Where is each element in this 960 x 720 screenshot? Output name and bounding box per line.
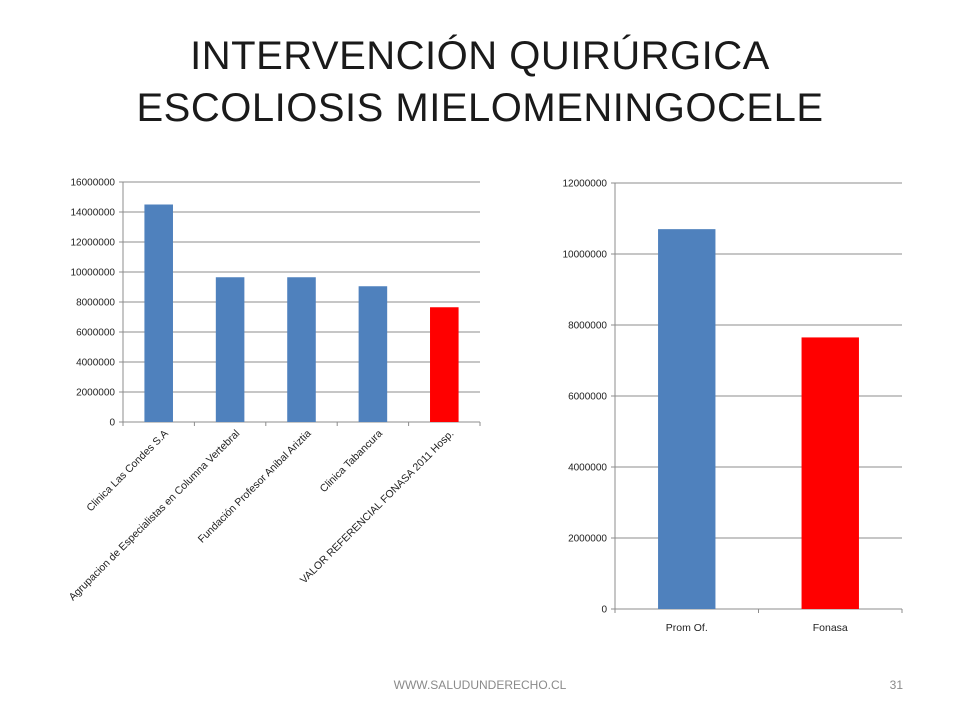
x-category-label: Prom Of. xyxy=(666,622,708,634)
y-tick-label: 10000000 xyxy=(71,268,116,279)
x-category-label: Clinica Las Condes S.A xyxy=(84,428,170,514)
y-tick-label: 8000000 xyxy=(568,321,607,332)
y-tick-label: 0 xyxy=(601,605,607,616)
y-tick-label: 14000000 xyxy=(71,208,116,219)
bar xyxy=(215,277,245,422)
footer-url: WWW.SALUDUNDERECHO.CL xyxy=(393,678,567,692)
x-category-label: Clinica Tabancura xyxy=(318,428,385,495)
right-bar-chart: 0 2000000 4000000 6000000 8000000 10000000 120… xyxy=(563,179,903,634)
y-tick-label: 2000000 xyxy=(568,534,607,545)
x-category-label: Agrupacion de Especialistas en Columna V… xyxy=(67,428,243,604)
x-category-label: VALOR REFERENCIAL FONASA 2011 Hosp. xyxy=(298,428,457,587)
bar xyxy=(801,337,859,609)
left-bar-chart: 0 2000000 4000000 6000000 8000000 10000000 120… xyxy=(67,178,481,604)
bar xyxy=(358,286,388,422)
y-tick-label: 4000000 xyxy=(76,358,115,369)
y-tick-label: 12000000 xyxy=(71,238,116,249)
y-tick-label: 8000000 xyxy=(76,298,115,309)
y-tick-label: 16000000 xyxy=(71,178,116,189)
title-line-1: INTERVENCIÓN QUIRÚRGICA xyxy=(190,34,770,78)
y-tick-label: 6000000 xyxy=(76,328,115,339)
y-tick-label: 10000000 xyxy=(563,250,608,261)
y-tick-label: 2000000 xyxy=(76,388,115,399)
bar xyxy=(287,277,316,422)
y-tick-label: 6000000 xyxy=(568,392,607,403)
y-tick-label: 0 xyxy=(109,418,115,429)
page-number: 31 xyxy=(889,678,903,692)
bar xyxy=(144,204,173,422)
x-category-label: Fonasa xyxy=(813,622,848,634)
title-line-2: ESCOLIOSIS MIELOMENINGOCELE xyxy=(136,86,824,130)
y-tick-label: 12000000 xyxy=(563,179,608,190)
slide-title: INTERVENCIÓN QUIRÚRGICA ESCOLIOSIS MIELO… xyxy=(0,30,960,134)
y-tick-label: 4000000 xyxy=(568,463,607,474)
bar xyxy=(430,307,459,422)
x-category-label: Fundación Profesor Anibal Ariztia xyxy=(196,428,314,546)
bar xyxy=(658,229,716,609)
